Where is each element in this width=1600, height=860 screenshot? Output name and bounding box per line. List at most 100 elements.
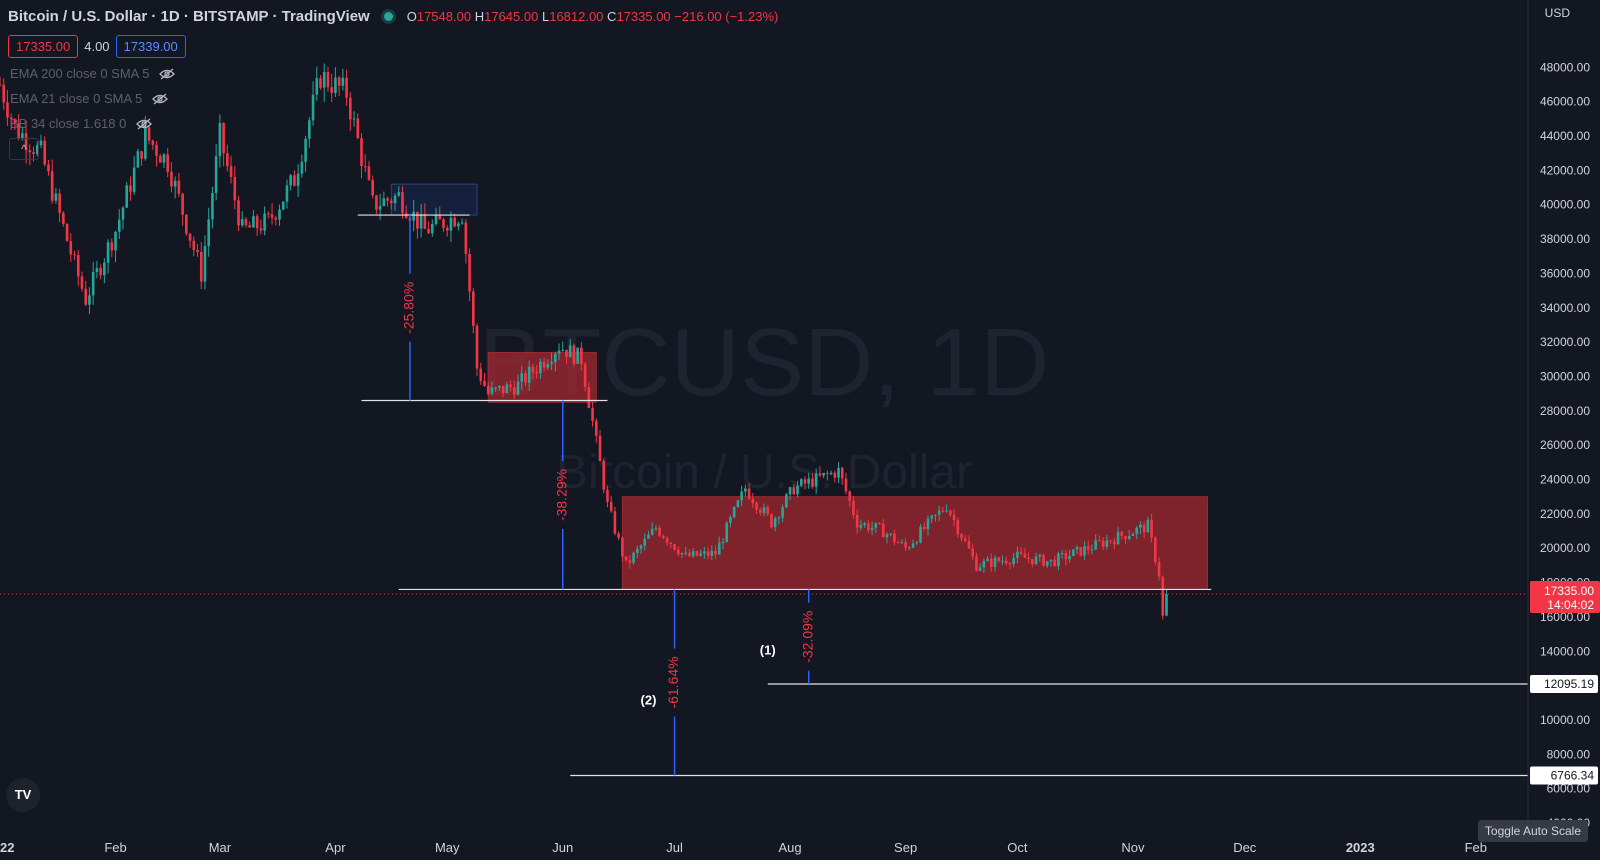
- candle-body: [688, 552, 691, 557]
- time-tick-label: Nov: [1121, 840, 1145, 855]
- candle-body: [822, 472, 825, 476]
- candle-body: [669, 542, 673, 545]
- price-tick-label: 34000.00: [1540, 301, 1590, 315]
- candle-body: [349, 97, 352, 120]
- candle-body: [576, 347, 579, 364]
- candle-body: [334, 77, 337, 93]
- candle-body: [386, 198, 389, 201]
- candle-body: [281, 201, 285, 210]
- candle-body: [259, 228, 263, 231]
- candle-body: [494, 387, 497, 389]
- candle-body: [1023, 553, 1027, 558]
- level-price-tag: [1530, 766, 1598, 785]
- candle-body: [367, 166, 371, 180]
- candle-body: [665, 538, 669, 543]
- indicator-ema200[interactable]: EMA 200 close 0 SMA 5: [10, 66, 176, 81]
- candle-body: [1157, 562, 1161, 577]
- supply-zone: [390, 183, 478, 216]
- candle-body: [322, 72, 326, 88]
- candle-body: [628, 560, 632, 563]
- candle-body: [162, 154, 166, 163]
- eye-hidden-icon[interactable]: [136, 118, 153, 130]
- sell-price-button[interactable]: 17335.00: [8, 35, 79, 58]
- candle-body: [840, 467, 844, 479]
- candle-body: [658, 528, 661, 536]
- candle-body: [65, 224, 69, 242]
- candle-body: [908, 547, 911, 549]
- candle-body: [706, 551, 710, 556]
- candle-body: [1042, 554, 1045, 566]
- current-price-tag: [1530, 580, 1600, 613]
- candle-body: [352, 118, 356, 120]
- tradingview-logo[interactable]: TV: [6, 778, 40, 812]
- candle-body: [1045, 561, 1049, 566]
- candle-body: [747, 488, 751, 499]
- candle-body: [375, 195, 378, 210]
- candle-body: [1146, 519, 1150, 533]
- candle-body: [1154, 537, 1157, 563]
- ohlc-readout: O17548.00 H17645.00 L16812.00 C17335.00 …: [406, 9, 779, 24]
- candle-body: [24, 133, 28, 151]
- candle-body: [337, 77, 341, 86]
- candle-body: [792, 487, 796, 495]
- time-tick-label: Mar: [209, 840, 232, 855]
- candle-body: [47, 164, 50, 172]
- candle-body: [1150, 519, 1153, 538]
- candle-body: [990, 558, 993, 567]
- level-price-label: 6766.34: [1551, 768, 1595, 782]
- indicator-ema21[interactable]: EMA 21 close 0 SMA 5: [10, 91, 169, 106]
- candle-body: [654, 528, 658, 530]
- candle-body: [293, 175, 296, 186]
- current-price-label: 17335.00: [1544, 584, 1594, 598]
- candle-body: [423, 214, 427, 229]
- time-tick-label: Oct: [1007, 840, 1028, 855]
- collapse-indicators-button[interactable]: ^: [9, 138, 39, 160]
- buy-price-button[interactable]: 17339.00: [115, 35, 186, 58]
- candle-body: [699, 553, 702, 556]
- candle-body: [434, 214, 438, 225]
- candle-body: [680, 553, 684, 555]
- candle-body: [17, 123, 20, 139]
- candle-body: [553, 353, 557, 363]
- time-tick-label: Feb: [104, 840, 126, 855]
- toggle-auto-scale-button[interactable]: Toggle Auto Scale: [1477, 820, 1588, 842]
- candle-body: [498, 385, 501, 388]
- indicator-bb34[interactable]: BB 34 close 1.618 0: [10, 116, 153, 131]
- candle-body: [740, 491, 743, 501]
- candle-body: [635, 548, 639, 553]
- candle-body: [647, 534, 650, 539]
- candle-body: [565, 349, 568, 358]
- eye-hidden-icon[interactable]: [152, 93, 169, 105]
- currency-selector[interactable]: USD: [1544, 6, 1570, 20]
- indicator-label: EMA 21 close 0 SMA 5: [10, 91, 143, 106]
- candle-body: [58, 193, 61, 213]
- candle-body: [371, 179, 374, 196]
- candle-body: [21, 133, 24, 139]
- candle-body: [1064, 552, 1068, 560]
- candle-body: [177, 180, 181, 194]
- candle-body: [289, 175, 292, 186]
- candle-body: [703, 551, 706, 554]
- candle-body: [676, 549, 680, 555]
- candle-body: [28, 150, 32, 153]
- price-tick-label: 16000.00: [1540, 610, 1590, 624]
- candle-body: [1072, 549, 1075, 556]
- candle-body: [785, 494, 788, 508]
- eye-hidden-icon[interactable]: [159, 68, 176, 80]
- candle-body: [512, 387, 516, 395]
- time-tick-label: Sep: [894, 840, 917, 855]
- candle-body: [43, 140, 47, 165]
- candle-body: [662, 535, 665, 539]
- time-tick-label: May: [435, 840, 460, 855]
- candle-body: [855, 514, 859, 528]
- candle-body: [9, 117, 13, 120]
- candle-body: [188, 233, 192, 241]
- candle-body: [896, 542, 900, 544]
- candle-body: [751, 498, 755, 503]
- spread-value: 4.00: [84, 39, 110, 54]
- symbol-title[interactable]: Bitcoin / U.S. Dollar · 1D · BITSTAMP · …: [8, 8, 370, 25]
- candle-body: [468, 253, 471, 292]
- candle-body: [937, 510, 941, 515]
- candle-body: [304, 138, 307, 162]
